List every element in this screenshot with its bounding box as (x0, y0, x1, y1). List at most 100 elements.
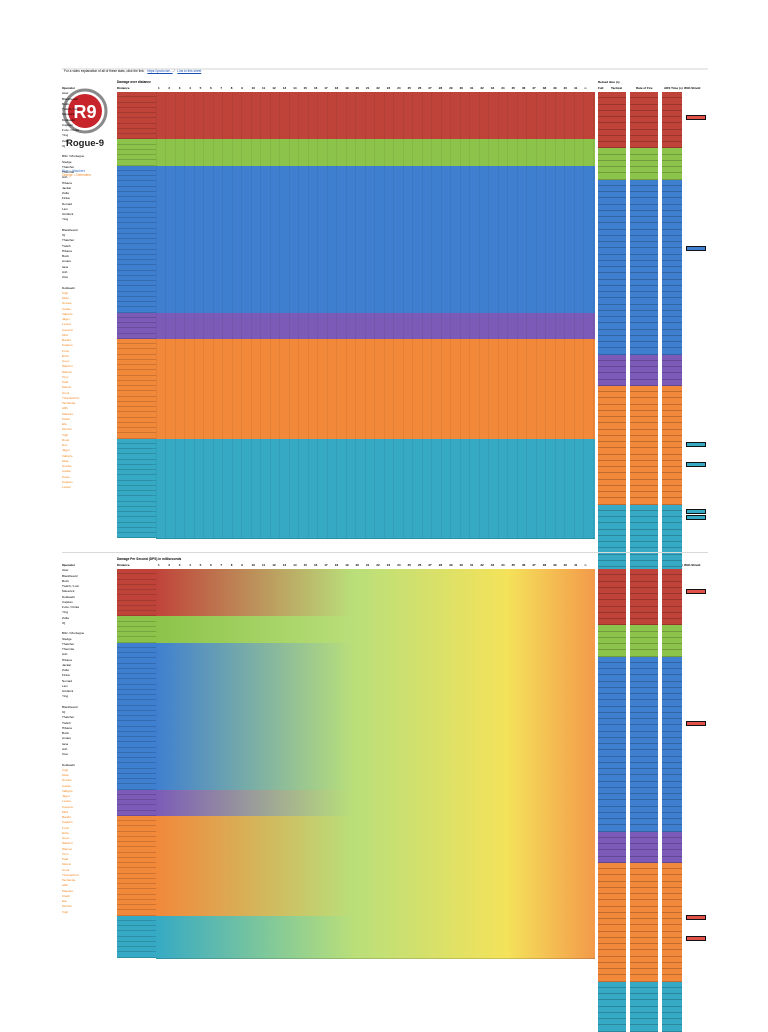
operator-name: Thermite (62, 647, 75, 651)
stat-cell (662, 117, 682, 124)
stat-cell (598, 123, 612, 130)
stat-cell (662, 392, 682, 399)
weapon-cell (117, 899, 156, 905)
weapon-cell (117, 894, 156, 900)
weapon-cell (117, 228, 156, 234)
weapon-cell (117, 470, 156, 476)
weapon-cell (117, 779, 156, 785)
stat-cell (612, 881, 626, 888)
weapon-cell (117, 579, 156, 585)
stat-cell (598, 637, 612, 644)
stat-cell (630, 529, 658, 536)
operator-name: Osa (62, 275, 68, 279)
stat-cell (662, 354, 682, 361)
stat-cell (630, 510, 658, 517)
stat-cell (630, 869, 658, 876)
stat-cell (612, 167, 626, 174)
stat-cell (598, 529, 612, 536)
operator-name: Kapkan (62, 343, 73, 348)
operator-name: Doc (62, 443, 68, 447)
stat-column (630, 92, 658, 624)
stat-cell (662, 837, 682, 844)
distance-tick: 9 (241, 86, 243, 90)
stat-cell (612, 323, 626, 330)
stat-cell (598, 825, 612, 832)
sheet-link[interactable]: Link to this sheet (177, 69, 202, 73)
with-shield-marker (686, 115, 706, 121)
weapon-cell (117, 428, 156, 434)
weapon-cell (117, 527, 156, 533)
operator-name: IQ (62, 143, 66, 148)
stat-cell (612, 812, 626, 819)
weapon-cell (117, 684, 156, 690)
stat-cell (630, 669, 658, 676)
stat-cell (598, 254, 612, 261)
operator-name: Amaru (62, 736, 72, 741)
stat-cell (612, 435, 626, 442)
stat-cell (612, 517, 626, 524)
stat-cell (630, 235, 658, 242)
operator-name: Valkyrie (62, 788, 73, 793)
stat-cell (662, 906, 682, 913)
operator-name: Sledge (62, 636, 72, 641)
stat-cell (662, 819, 682, 826)
weapon-cell (117, 936, 156, 942)
distance-tick: 22 (376, 563, 380, 567)
with-shield-marker (686, 515, 706, 521)
stat-cell (630, 762, 658, 769)
stat-cell (630, 292, 658, 299)
stat-cell (612, 800, 626, 807)
stat-cell (612, 554, 626, 561)
weapon-cell (117, 941, 156, 947)
video-link[interactable]: https://youtu.be/... (147, 69, 173, 73)
stat-cell (598, 454, 612, 461)
stat-cell (630, 862, 658, 869)
stat-cell (612, 173, 626, 180)
operator-name: Tachanka (62, 401, 76, 405)
weapon-cell (117, 653, 156, 659)
weapon-cell (117, 485, 156, 491)
stat-cell (630, 217, 658, 224)
with-shield-marker (686, 509, 706, 515)
distance-tick: 4 (189, 563, 191, 567)
stat-cell (662, 404, 682, 411)
stat-cell (630, 712, 658, 719)
stat-cell (630, 994, 658, 1001)
stat-cell (612, 510, 626, 517)
stat-cell (598, 173, 612, 180)
weapon-cell (117, 459, 156, 465)
distance-tick: 29 (449, 86, 453, 90)
operator-name: Ela (62, 422, 67, 426)
stat-cell (612, 844, 626, 851)
distance-tick: 4 (189, 86, 191, 90)
stat-cell (612, 587, 626, 594)
operator-name: Melusi (62, 385, 71, 390)
stat-cell (630, 600, 658, 607)
distance-tick: 15 (303, 563, 307, 567)
stat-cell (598, 398, 612, 405)
stat-cell (630, 198, 658, 205)
weapon-cell (117, 737, 156, 743)
distance-tick: 5 (199, 86, 202, 90)
stat-cell (612, 123, 626, 130)
weapon-cell (117, 270, 156, 276)
distance-label: Distance (117, 563, 130, 567)
stat-cell (662, 285, 682, 292)
stat-cell (662, 981, 682, 988)
stat-cell (662, 110, 682, 117)
stat-cell (662, 875, 682, 882)
stat-cell (612, 600, 626, 607)
distance-tick: 32 (480, 86, 484, 90)
stat-cell (662, 229, 682, 236)
stat-cell (630, 229, 658, 236)
operator-name: Rook (62, 437, 70, 442)
stat-cell (612, 360, 626, 367)
stat-cell (612, 329, 626, 336)
stat-cell (630, 575, 658, 582)
stat-cell (598, 675, 612, 682)
legend: Blue = Attackers Orange = Defenders (62, 169, 91, 177)
stat-cell (612, 706, 626, 713)
stat-cell (630, 242, 658, 249)
stat-cell (612, 781, 626, 788)
stat-cell (662, 1012, 682, 1019)
